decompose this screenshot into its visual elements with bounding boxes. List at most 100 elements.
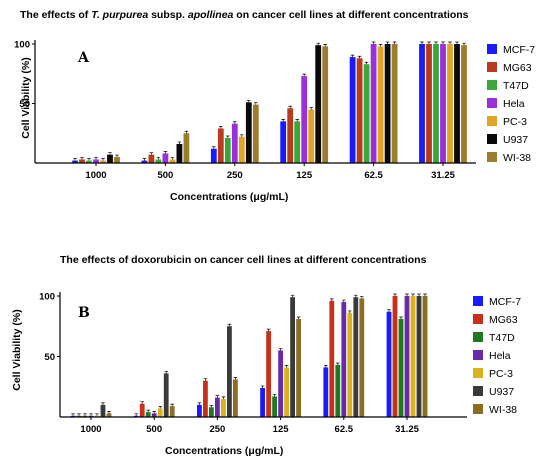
bar-u937-31-25 — [454, 44, 460, 163]
bar-pc-3-125 — [308, 109, 315, 163]
x-tick-label: 250 — [209, 424, 225, 435]
bar-pc-3-31-25 — [447, 44, 453, 163]
error-bar — [323, 44, 327, 47]
bar-mg63-62-5 — [356, 58, 363, 163]
legend-swatch-mcf-7 — [487, 44, 497, 54]
chart-b-ylabel: Cell Viability (%) — [11, 309, 23, 391]
bar-t47d-250 — [224, 138, 231, 163]
legend-swatch-wi-38 — [487, 152, 497, 162]
legend-label-wi-38: WI-38 — [503, 152, 531, 164]
legend-label-hela: Hela — [503, 98, 525, 110]
error-bar — [405, 293, 409, 296]
legend-swatch-wi-38 — [473, 404, 483, 414]
error-bar — [278, 348, 283, 351]
bar-pc-3-31-25 — [410, 296, 416, 417]
bar-wi-38-31-25 — [422, 296, 428, 417]
chart-b-xlabel: Concentrations (μg/mL) — [165, 445, 283, 457]
bar-pc-3-500 — [157, 408, 163, 417]
bar-t47d-31-25 — [398, 318, 404, 417]
bar-wi-38-250 — [233, 379, 238, 417]
bar-t47d-1000 — [86, 160, 92, 163]
bar-mcf-7-250 — [210, 148, 217, 163]
error-bar — [156, 157, 161, 160]
chart-a-ylabel: Cell Viability (%) — [20, 57, 32, 139]
bar-pc-3-250 — [238, 136, 245, 163]
chart-a-axes: 1000 500 250 125 62.5 31.25 50 100 — [14, 40, 476, 181]
error-bar — [284, 365, 289, 368]
error-bar — [197, 402, 202, 405]
error-bar — [378, 44, 383, 47]
legend-swatch-mg63 — [487, 62, 497, 72]
bar-mcf-7-1000 — [72, 160, 78, 163]
bar-pc-3-250 — [221, 398, 226, 417]
bar-hela-250 — [231, 123, 238, 163]
error-bar — [89, 413, 93, 416]
error-bar — [260, 385, 265, 388]
bar-t47d-125 — [294, 121, 301, 163]
bar-u937-62-5 — [384, 44, 391, 163]
x-tick-label: 1000 — [80, 424, 101, 435]
chart-a-legend: MCF-7 MG63 T47D Hela PC-3 U937 WI-38 — [487, 44, 535, 164]
error-bar — [360, 296, 364, 299]
bar-mcf-7-31-25 — [419, 44, 425, 163]
error-bar — [146, 409, 150, 413]
error-bar — [107, 411, 111, 414]
panel-label-a: A — [77, 50, 90, 66]
x-tick-label: 62.5 — [335, 424, 354, 435]
error-bar — [73, 158, 77, 161]
error-bar — [423, 293, 427, 296]
error-bar — [295, 119, 299, 122]
bar-t47d-250 — [209, 407, 214, 417]
error-bar — [309, 107, 313, 110]
bar-wi-38-500 — [169, 406, 175, 417]
error-bar — [226, 135, 230, 139]
error-bar — [158, 406, 162, 409]
error-bar — [233, 121, 237, 124]
legend-swatch-mg63 — [473, 314, 483, 324]
bar-mcf-7-62-5 — [323, 367, 329, 417]
error-bar — [149, 152, 154, 155]
bar-wi-38-31-25 — [461, 45, 467, 163]
error-bar — [330, 298, 334, 301]
x-tick-label: 125 — [296, 170, 313, 181]
error-bar — [357, 55, 362, 59]
error-bar — [399, 316, 403, 319]
error-bar — [371, 41, 376, 44]
error-bar — [170, 157, 175, 160]
x-tick-label: 125 — [273, 424, 290, 435]
error-bar — [115, 154, 119, 158]
error-bar — [142, 158, 147, 161]
error-bar — [272, 394, 277, 397]
bar-u937-62-5 — [353, 297, 359, 417]
error-bar — [209, 404, 214, 408]
error-bar — [281, 119, 285, 122]
bar-t47d-500 — [145, 412, 151, 417]
bar-pc-3-125 — [284, 367, 289, 417]
error-bar — [177, 141, 182, 144]
chart-a: The effects of T. purpurea subsp. apolli… — [14, 9, 535, 203]
y-tick-label: 50 — [44, 352, 55, 363]
y-tick-label: 50 — [19, 99, 30, 110]
x-tick-label: 62.5 — [364, 170, 383, 181]
bar-mcf-7-500 — [133, 415, 139, 417]
bar-wi-38-1000 — [114, 157, 120, 163]
bar-t47d-1000 — [82, 415, 88, 417]
legend-swatch-pc-3 — [487, 116, 497, 126]
legend-swatch-t47d — [473, 332, 483, 342]
error-bar — [219, 126, 223, 129]
error-bar — [184, 130, 189, 134]
bar-u937-250 — [227, 326, 232, 417]
bar-mg63-250 — [217, 128, 224, 163]
error-bar — [434, 41, 438, 44]
x-tick-label: 250 — [227, 170, 243, 181]
error-bar — [348, 310, 352, 313]
legend-swatch-pc-3 — [473, 368, 483, 378]
legend-label-mcf-7: MCF-7 — [489, 296, 521, 308]
bar-mg63-31-25 — [426, 44, 432, 163]
error-bar — [71, 413, 75, 416]
legend-swatch-u937 — [473, 386, 483, 396]
bar-mcf-7-31-25 — [386, 311, 392, 417]
error-bar — [393, 293, 397, 296]
error-bar — [101, 402, 105, 405]
bar-hela-1000 — [93, 159, 99, 163]
